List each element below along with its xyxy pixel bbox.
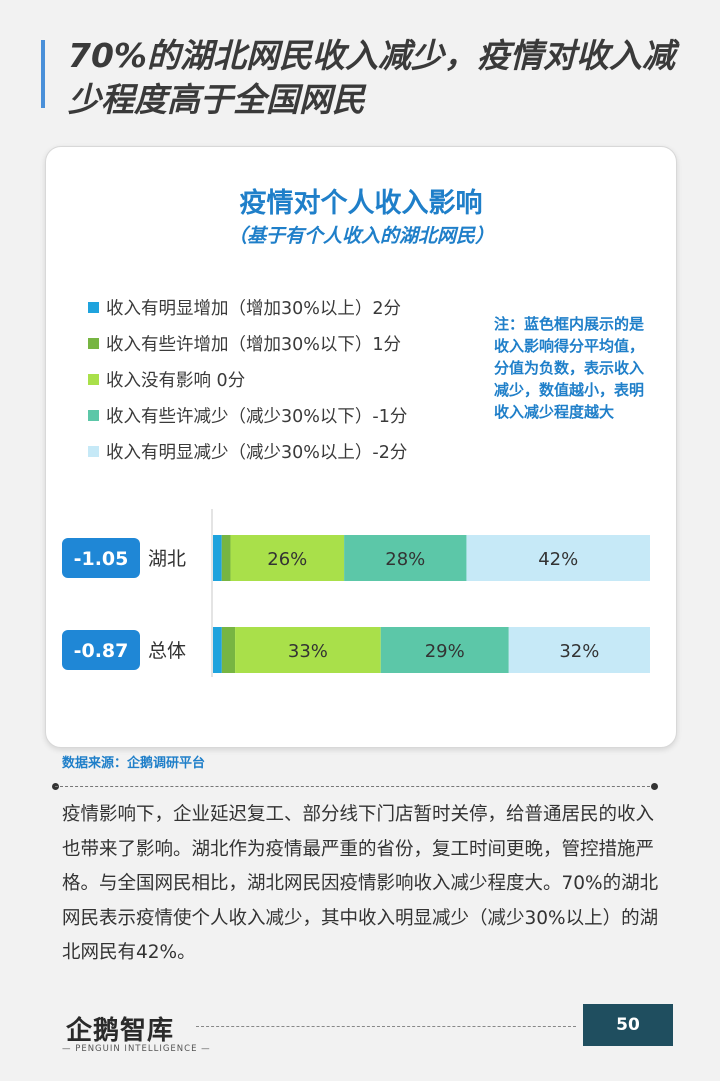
chart-subtitle: （基于有个人收入的湖北网民） xyxy=(227,225,494,247)
category-label: 湖北 xyxy=(148,548,186,570)
data-label: 33% xyxy=(288,641,328,662)
chart-card: 疫情对个人收入影响 （基于有个人收入的湖北网民） 收入有明显增加（增加30%以上… xyxy=(45,146,677,748)
data-label: 32% xyxy=(559,641,599,662)
legend-swatch xyxy=(88,301,99,313)
score-value: -1.05 xyxy=(74,548,129,570)
title-accent-bar xyxy=(41,40,45,108)
page-title: 70%的湖北网民收入减少，疫情对收入减少程度高于全国网民 xyxy=(68,36,675,119)
legend-swatch xyxy=(88,337,99,349)
bar-segment xyxy=(380,627,509,673)
data-label: 42% xyxy=(538,549,578,570)
footer-divider xyxy=(196,1026,576,1027)
divider-dot xyxy=(651,783,658,790)
legend-label: 收入没有影响 0分 xyxy=(106,370,246,391)
bar-segment xyxy=(221,535,231,581)
legend-swatch xyxy=(88,445,99,457)
data-label: 26% xyxy=(267,549,307,570)
chart-legend: 收入有明显增加（增加30%以上）2分 收入有些许增加（增加30%以下）1分 收入… xyxy=(88,289,407,469)
legend-label: 收入有些许减少（减少30%以下）-1分 xyxy=(106,406,408,427)
chart-title: 疫情对个人收入影响 xyxy=(239,188,483,219)
legend-label: 收入有些许增加（增加30%以下）1分 xyxy=(106,334,402,355)
legend-swatch xyxy=(88,373,99,385)
legend-swatch xyxy=(88,409,99,421)
legend-item: 收入有些许增加（增加30%以下）1分 xyxy=(88,325,407,361)
bar-segment xyxy=(235,627,381,673)
score-badge xyxy=(62,538,140,578)
legend-item: 收入有些许减少（减少30%以下）-1分 xyxy=(88,397,407,433)
data-source: 数据来源：企鹅调研平台 xyxy=(62,756,206,771)
chart-note: 注：蓝色框内展示的是收入影响得分平均值，分值为负数，表示收入减少，数值越小，表明… xyxy=(494,315,645,421)
body-paragraph: 疫情影响下，企业延迟复工、部分线下门店暂时关停，给普通居民的收入也带来了影响。湖… xyxy=(62,804,659,963)
legend-item: 收入有明显增加（增加30%以上）2分 xyxy=(88,289,407,325)
data-label: 29% xyxy=(425,641,465,662)
score-badge xyxy=(62,630,140,670)
divider xyxy=(55,786,655,787)
bar-segment xyxy=(466,535,650,581)
score-value: -0.87 xyxy=(74,640,129,662)
legend-label: 收入有明显增加（增加30%以上）2分 xyxy=(106,298,402,319)
bar-segment xyxy=(230,535,345,581)
legend-item: 收入没有影响 0分 xyxy=(88,361,407,397)
logo-text: 企鹅智库 xyxy=(66,1016,175,1046)
legend-label: 收入有明显减少（减少30%以上）-2分 xyxy=(106,442,408,463)
stacked-bar-chart: -1.05 湖北 26% 28% 42% -0.87 总体 33% 29% 32% xyxy=(62,509,650,677)
bar-segment xyxy=(213,627,222,673)
logo-subtitle: — PENGUIN INTELLIGENCE — xyxy=(62,1044,211,1054)
logo: 企鹅智库 — PENGUIN INTELLIGENCE — xyxy=(60,1004,210,1060)
bar-segment xyxy=(221,627,236,673)
bar-segment xyxy=(508,627,650,673)
legend-item: 收入有明显减少（减少30%以上）-2分 xyxy=(88,433,407,469)
bar-segment xyxy=(213,535,222,581)
page-number: 50 xyxy=(583,1004,673,1046)
bar-segment xyxy=(344,535,467,581)
category-label: 总体 xyxy=(148,640,186,662)
data-label: 28% xyxy=(385,549,425,570)
